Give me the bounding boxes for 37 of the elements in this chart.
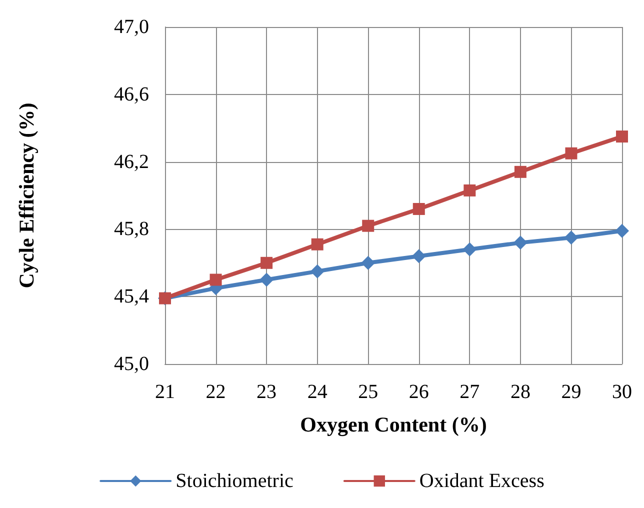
x-tick-label: 25 [358,381,378,403]
point [412,249,426,264]
point [311,238,324,250]
point [514,166,526,178]
x-tick-label: 26 [408,381,429,403]
point [564,230,578,245]
y-axis-title: Cycle Efficiency (%) [14,102,38,288]
point [464,184,476,196]
point [362,220,374,232]
x-tick-label: 21 [155,381,175,403]
legend-label: Stoichiometric [176,470,294,492]
point [210,274,222,286]
y-tick-label: 45,4 [114,286,149,308]
point [310,264,324,278]
point [616,130,628,143]
point [260,272,274,287]
x-tick-label: 30 [612,381,632,403]
y-tick-label: 47,0 [114,16,149,38]
x-tick-label: 29 [561,381,582,403]
point [615,224,629,238]
point [462,242,477,256]
y-tick-label: 45,8 [114,218,149,240]
x-tick-label: 28 [510,381,530,403]
legend-label: Oxidant Excess [419,470,545,492]
x-tick-label: 23 [256,381,277,403]
x-tick-label: 22 [206,381,226,403]
y-tick-label: 45,0 [114,353,149,375]
y-tick-label: 46,6 [114,83,149,106]
point [361,256,376,270]
y-tick-label: 46,2 [114,150,149,173]
point [260,256,273,269]
point [412,202,425,215]
x-axis-title: Oxygen Content (%) [300,412,487,436]
point [565,147,578,160]
point [513,236,528,250]
x-tick-label: 27 [460,381,480,403]
x-tick-label: 24 [307,381,328,403]
